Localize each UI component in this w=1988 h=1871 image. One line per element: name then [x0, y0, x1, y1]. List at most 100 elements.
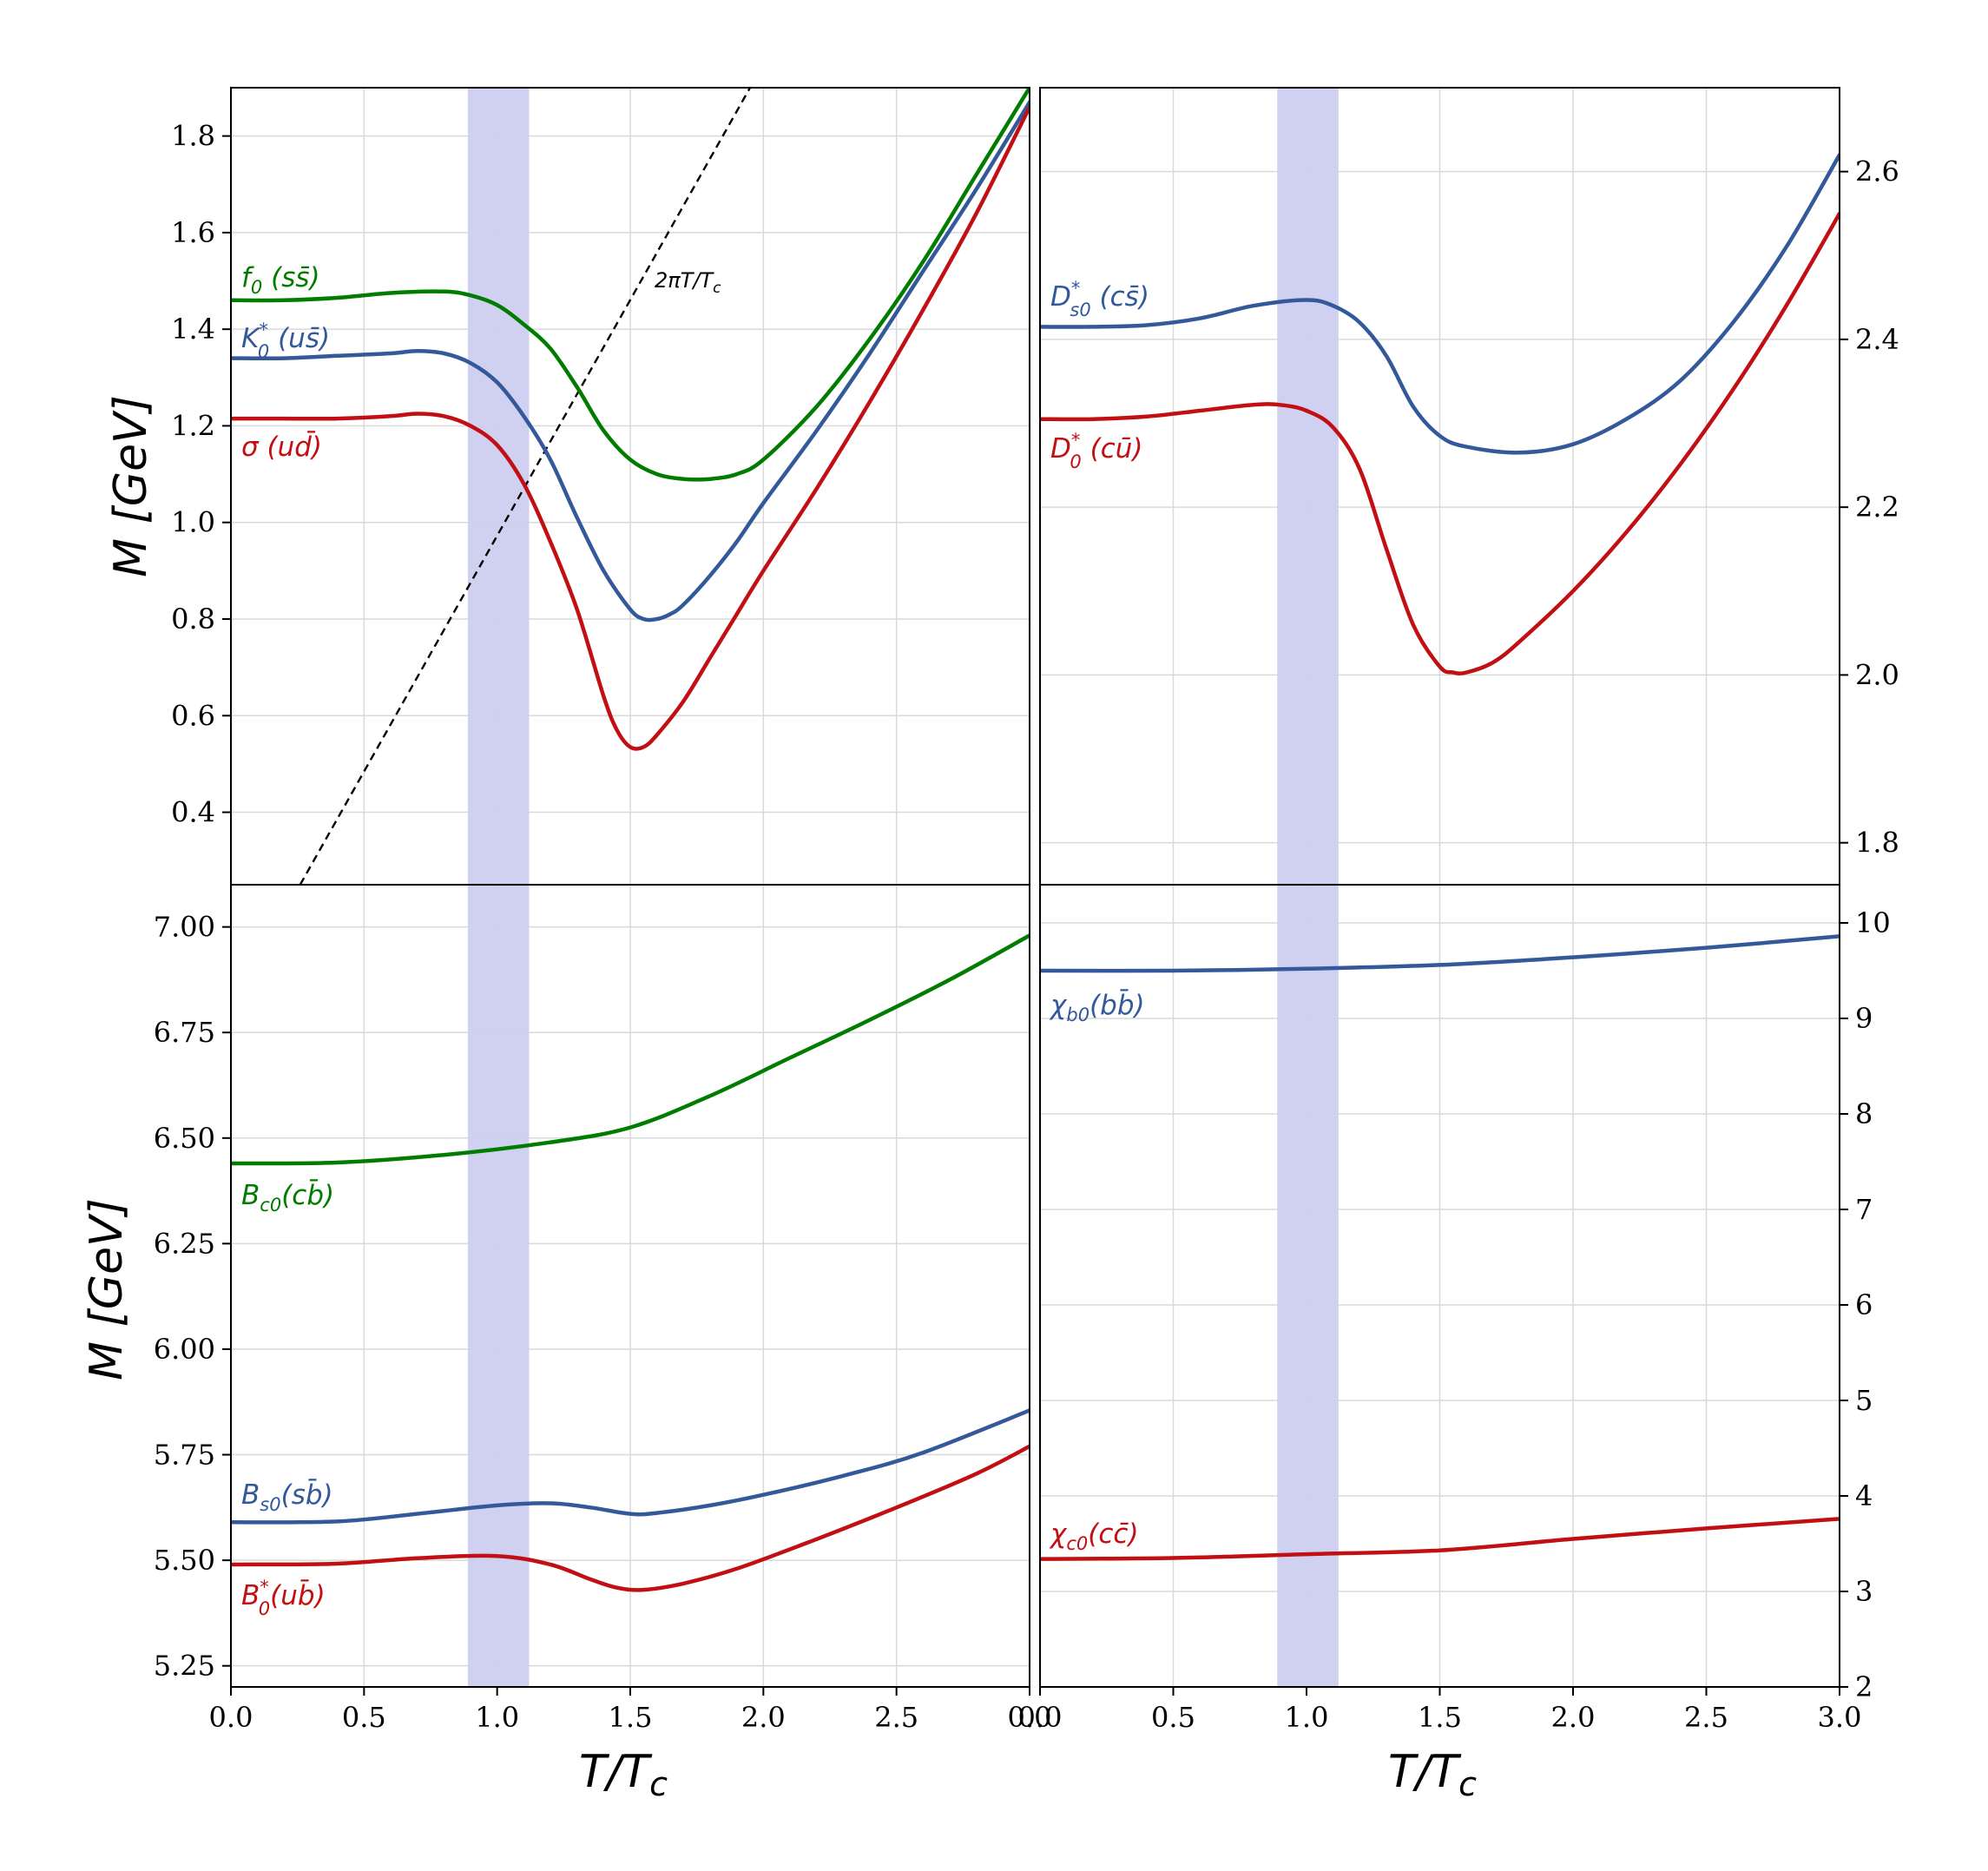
- x-tick-label: 2.0: [1551, 1701, 1596, 1734]
- series-label-rest: (ud̄): [259, 431, 322, 463]
- series-label: f0 (ss̄): [241, 262, 320, 298]
- series-label-rest: (cc̄): [1088, 1519, 1138, 1550]
- series-label: χb0(bb̄): [1049, 989, 1145, 1025]
- series-label-rest: (cs̄): [1091, 281, 1149, 313]
- y-tick-label: 0.6: [171, 699, 215, 732]
- series-label-rest: (sb̄): [281, 1479, 333, 1511]
- x-tick-label: 2.5: [874, 1701, 918, 1734]
- grid: [230, 885, 1030, 1687]
- series-label-sup: *: [1071, 278, 1081, 299]
- grid: [230, 88, 1030, 885]
- series-label-sup: *: [1071, 430, 1081, 451]
- x-tick-label: 0.0: [1008, 1701, 1052, 1734]
- series-label-rest: (ub̄): [270, 1579, 326, 1611]
- series-line: [1040, 211, 1840, 675]
- tc-band: [1277, 88, 1339, 885]
- x-axis-title-right-main: T/T: [1388, 1746, 1462, 1798]
- series-line: [231, 933, 1030, 1166]
- y-tick-label: 5: [1855, 1384, 1873, 1417]
- series-line: [231, 105, 1030, 751]
- y-tick-label: 1.8: [1855, 827, 1899, 860]
- tc-band: [467, 88, 530, 885]
- y-axis-title-top: M [GeV]: [105, 395, 157, 577]
- reference-label-sub: c: [713, 280, 721, 297]
- panel-bottom-left: Bc0(cb̄)Bs0(sb̄)B* 0(ub̄)5.255.505.756.00…: [154, 884, 1052, 1734]
- y-tick-label: 2.0: [1855, 658, 1899, 691]
- series-label: B* 0(ub̄): [241, 1577, 326, 1619]
- y-tick-label: 10: [1855, 906, 1891, 939]
- series-line: [231, 1408, 1030, 1525]
- y-tick-label: 5.25: [154, 1650, 215, 1683]
- x-tick-label: 3.0: [1818, 1701, 1862, 1734]
- tc-band: [1277, 885, 1339, 1687]
- y-tick-label: 0.8: [171, 603, 215, 636]
- series-label-sub: c0: [260, 1195, 281, 1215]
- series-label: K* 0 (us̄): [241, 320, 330, 362]
- reference-label-main: 2πT/T: [655, 268, 714, 293]
- x-tick-label: 0.5: [1151, 1701, 1195, 1734]
- reference-line-label: 2πT/Tc: [655, 268, 721, 297]
- y-axis-title-bottom: M [GeV]: [81, 1198, 133, 1380]
- y-tick-label: 7.00: [154, 911, 215, 944]
- y-tick-label: 0.4: [171, 796, 215, 829]
- series-label-main: σ: [241, 432, 260, 463]
- series-label-main: K: [241, 323, 261, 354]
- series-label-main: D: [1050, 281, 1071, 313]
- x-tick-label: 0.0: [1018, 1701, 1063, 1734]
- series-label: Bc0(cb̄): [241, 1179, 334, 1215]
- series-label-rest: (cb̄): [281, 1179, 334, 1211]
- y-tick-label: 2.4: [1855, 323, 1899, 356]
- series-label: D* 0 (cū): [1050, 430, 1142, 472]
- y-tick-label: 4: [1855, 1479, 1873, 1512]
- y-tick-label: 5.75: [154, 1439, 215, 1472]
- series-label-rest: (bb̄): [1089, 989, 1145, 1021]
- tc-band: [467, 885, 530, 1687]
- series-label-sub: 0: [258, 341, 269, 362]
- series-label-rest: (us̄): [269, 323, 330, 354]
- series-label-main: D: [1050, 433, 1071, 464]
- y-tick-label: 2.2: [1855, 491, 1899, 524]
- series-label-sub: 0: [259, 1598, 270, 1619]
- y-tick-label: 6.25: [154, 1227, 215, 1260]
- series-label-sub: 0: [251, 277, 262, 298]
- y-tick-label: 6.00: [154, 1333, 215, 1366]
- series-label-sub: b0: [1066, 1005, 1089, 1025]
- series-line: [231, 100, 1030, 623]
- y-tick-label: 1.6: [171, 216, 215, 249]
- x-axis-title-left: T/Tc: [579, 1746, 668, 1803]
- series-label-sup: *: [260, 1577, 269, 1598]
- series-label-main: χ: [1049, 1519, 1068, 1550]
- series-label: Bs0(sb̄): [241, 1479, 333, 1515]
- y-tick-label: 1.8: [171, 120, 215, 153]
- y-tick-label: 5.50: [154, 1544, 215, 1577]
- series-line: [1040, 153, 1840, 455]
- series-label-sub: s0: [260, 1494, 280, 1515]
- y-tick-label: 2: [1855, 1670, 1873, 1703]
- y-tick-label: 6.75: [154, 1016, 215, 1049]
- x-tick-label: 0.0: [209, 1701, 253, 1734]
- x-tick-label: 1.0: [1285, 1701, 1329, 1734]
- series-label-main: B: [241, 1479, 260, 1511]
- x-axis-title-right-sub: c: [1458, 1765, 1477, 1803]
- series-label-main: B: [241, 1580, 260, 1611]
- series-label-sub: s0: [1070, 300, 1090, 320]
- y-tick-label: 6: [1855, 1288, 1873, 1321]
- y-tick-label: 8: [1855, 1097, 1873, 1130]
- series-line: [231, 88, 1030, 482]
- x-axis-title-left-sub: c: [649, 1765, 668, 1803]
- y-tick-label: 9: [1855, 1002, 1873, 1035]
- x-tick-label: 2.0: [741, 1701, 786, 1734]
- panel-top-right: D* s0 (cs̄)D* 0 (cū)1.82.02.22.42.6: [1039, 87, 1899, 886]
- x-tick-label: 2.5: [1684, 1701, 1728, 1734]
- series-label: D* s0 (cs̄): [1050, 278, 1149, 320]
- grid: [1039, 88, 1840, 885]
- y-tick-label: 1.0: [171, 506, 215, 539]
- series-label-sup: *: [259, 320, 268, 340]
- series-label-main: χ: [1049, 990, 1068, 1021]
- y-tick-label: 2.6: [1855, 155, 1899, 188]
- x-tick-label: 1.5: [1418, 1701, 1462, 1734]
- y-tick-label: 3: [1855, 1575, 1873, 1608]
- x-axis-title-left-main: T/T: [579, 1746, 653, 1798]
